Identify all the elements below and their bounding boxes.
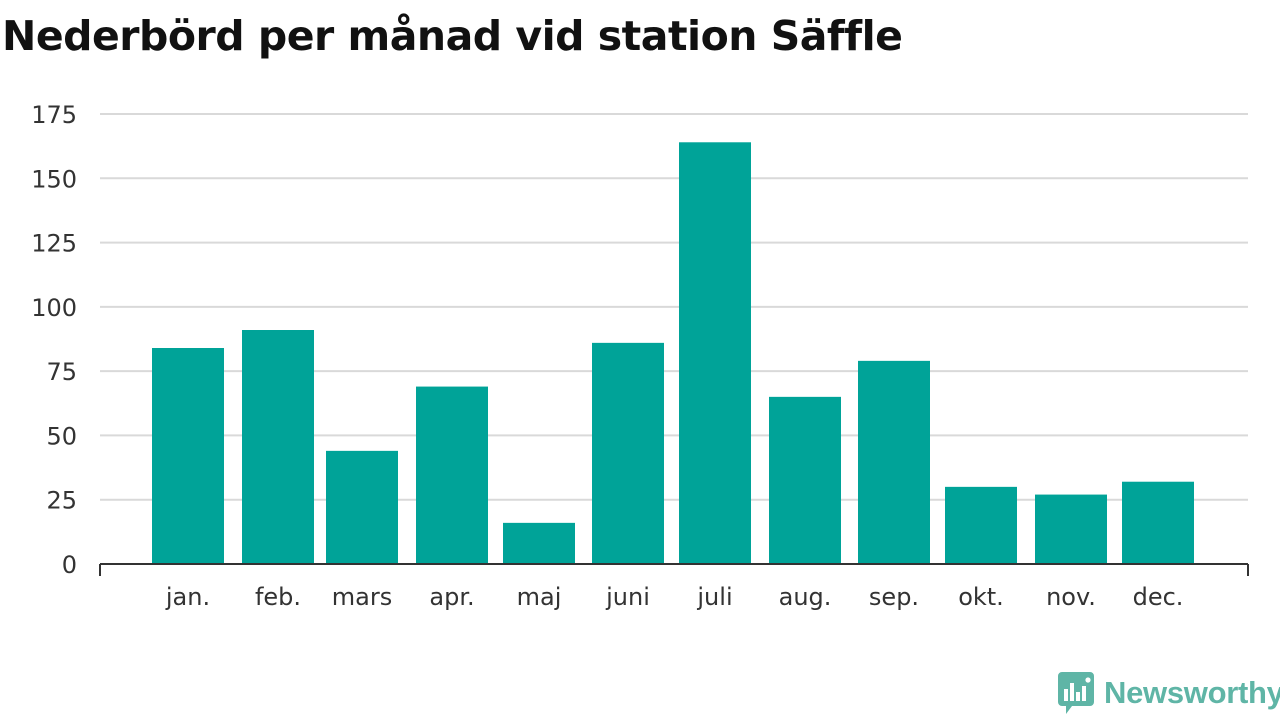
brand-name: Newsworthy [1104, 675, 1280, 710]
x-tick-label: mars [332, 583, 392, 611]
bar [769, 396, 841, 564]
x-tick-label: feb. [255, 583, 301, 611]
bar [679, 142, 751, 565]
x-tick-label: aug. [779, 583, 832, 611]
bar [152, 348, 224, 564]
bar [1035, 494, 1107, 564]
x-tick-label: sep. [869, 583, 919, 611]
bar [242, 330, 314, 564]
bar [503, 522, 575, 564]
chart-title: Nederbörd per månad vid station Säffle [2, 12, 903, 60]
y-tick-label: 100 [31, 294, 77, 322]
bar [1122, 481, 1194, 564]
x-tick-label: jan. [165, 583, 210, 611]
y-tick-label: 50 [46, 422, 77, 450]
bar [416, 386, 488, 564]
brand-logo: Newsworthy [1058, 672, 1280, 714]
y-tick-label: 125 [31, 230, 77, 258]
newsworthy-logo-icon [1058, 672, 1094, 714]
x-tick-label: maj [517, 583, 562, 611]
axes [99, 563, 1249, 576]
x-tick-label: apr. [429, 583, 474, 611]
bar [945, 486, 1017, 564]
bars [152, 142, 1194, 565]
y-tick-label: 0 [62, 551, 77, 579]
x-tick-label: dec. [1133, 583, 1184, 611]
y-tick-label: 175 [31, 101, 77, 129]
tick-labels: 0 25 50 75 100 125 150 175 jan. feb. mars apr. maj ju… [31, 101, 1183, 611]
x-tick-label: juni [605, 583, 650, 611]
y-tick-label: 25 [46, 487, 77, 515]
y-tick-label: 150 [31, 165, 77, 193]
bar [858, 360, 930, 564]
x-tick-label: okt. [958, 583, 1004, 611]
bar [592, 342, 664, 564]
y-tick-label: 75 [46, 358, 77, 386]
x-tick-label: juli [696, 583, 732, 611]
bar [326, 450, 398, 564]
x-tick-label: nov. [1046, 583, 1096, 611]
